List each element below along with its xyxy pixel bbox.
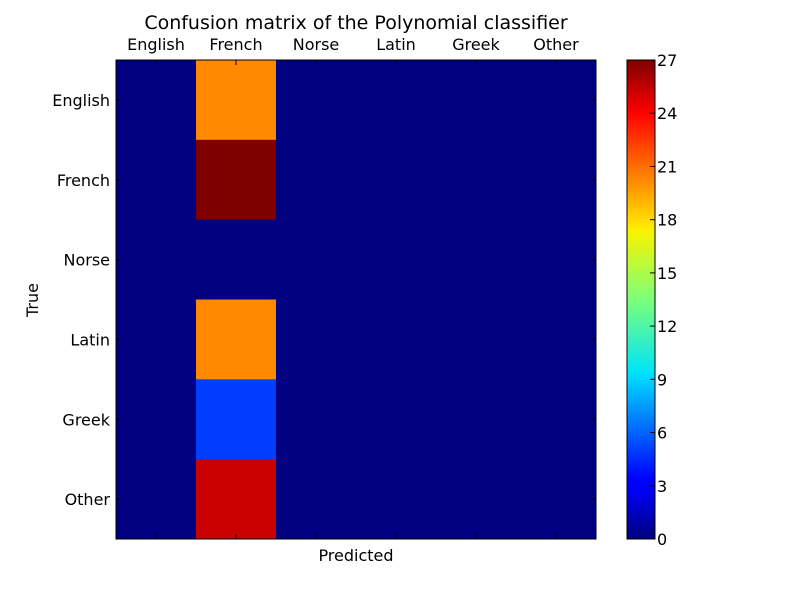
heatmap-cell (356, 219, 437, 300)
y-tick-label: Greek (62, 410, 110, 429)
heatmap-cell (276, 459, 357, 540)
y-tick-label: French (57, 171, 110, 190)
heatmap-cell (276, 139, 357, 221)
heatmap-cell (516, 219, 597, 300)
y-tick-label: Other (65, 490, 111, 509)
x-tick-label: Greek (452, 35, 500, 54)
heatmap-cell (356, 379, 437, 460)
colorbar-tick-label: 3 (657, 477, 667, 496)
heatmap-cell (196, 139, 277, 221)
plot-frame (115, 59, 597, 540)
x-axis-label: Predicted (318, 546, 393, 565)
y-tick-label: Norse (63, 251, 110, 270)
heatmap-cell (436, 60, 517, 141)
heatmap-cell (516, 299, 597, 380)
heatmap-cell (276, 379, 357, 460)
colorbar-tick-label: 21 (657, 157, 677, 176)
heatmap-cell (436, 379, 517, 460)
x-tick-labels: English French Norse Latin Greek Other (127, 35, 579, 539)
heatmap-cell (436, 459, 517, 540)
heatmap-cell (276, 219, 357, 300)
heatmap-cell (516, 139, 597, 221)
heatmap-cell (356, 459, 437, 540)
heatmap-cell (116, 139, 197, 221)
heatmap-cells (116, 60, 597, 540)
heatmap-cell (116, 299, 197, 380)
heatmap-cell (116, 60, 197, 141)
colorbar-tick-label: 27 (657, 51, 677, 70)
heatmap-cell (516, 60, 597, 141)
colorbar-tick-label: 9 (657, 370, 667, 389)
colorbar-tick-label: 18 (657, 211, 677, 230)
heatmap-cell (516, 459, 597, 540)
chart-title: Confusion matrix of the Polynomial class… (144, 12, 568, 34)
colorbar-ticks: 0 3 6 9 12 15 18 21 24 27 (650, 51, 677, 549)
x-tick-label: English (127, 35, 185, 54)
x-tick-label: French (209, 35, 262, 54)
x-tick-label: Other (533, 35, 579, 54)
colorbar-tick-label: 15 (657, 264, 677, 283)
colorbar-tick-label: 6 (657, 424, 667, 443)
heatmap-cell (356, 299, 437, 380)
heatmap-cell (196, 299, 277, 380)
colorbar-tick-label: 0 (657, 530, 667, 549)
heatmap-cell (116, 219, 197, 300)
heatmap-cell (516, 379, 597, 460)
heatmap-cell (356, 139, 437, 221)
heatmap-cell (196, 219, 277, 300)
heatmap-cell (196, 60, 277, 141)
x-tick-label: Latin (376, 35, 416, 54)
heatmap-cell (116, 379, 197, 460)
colorbar (626, 59, 656, 540)
heatmap-cell (436, 139, 517, 221)
heatmap-cell (436, 299, 517, 380)
heatmap-cell (276, 60, 357, 141)
y-tick-labels: English French Norse Latin Greek Other (52, 91, 596, 509)
heatmap-cell (356, 60, 437, 141)
y-tick-label: Latin (70, 330, 110, 349)
colorbar-tick-label: 12 (657, 317, 677, 336)
heatmap-cell (436, 219, 517, 300)
heatmap-cell (276, 299, 357, 380)
heatmap-cell (196, 459, 277, 540)
y-tick-label: English (52, 91, 110, 110)
x-tick-label: Norse (293, 35, 340, 54)
heatmap-cell (196, 379, 277, 460)
y-axis-label: True (23, 283, 42, 318)
colorbar-tick-label: 24 (657, 104, 677, 123)
heatmap-cell (116, 459, 197, 540)
